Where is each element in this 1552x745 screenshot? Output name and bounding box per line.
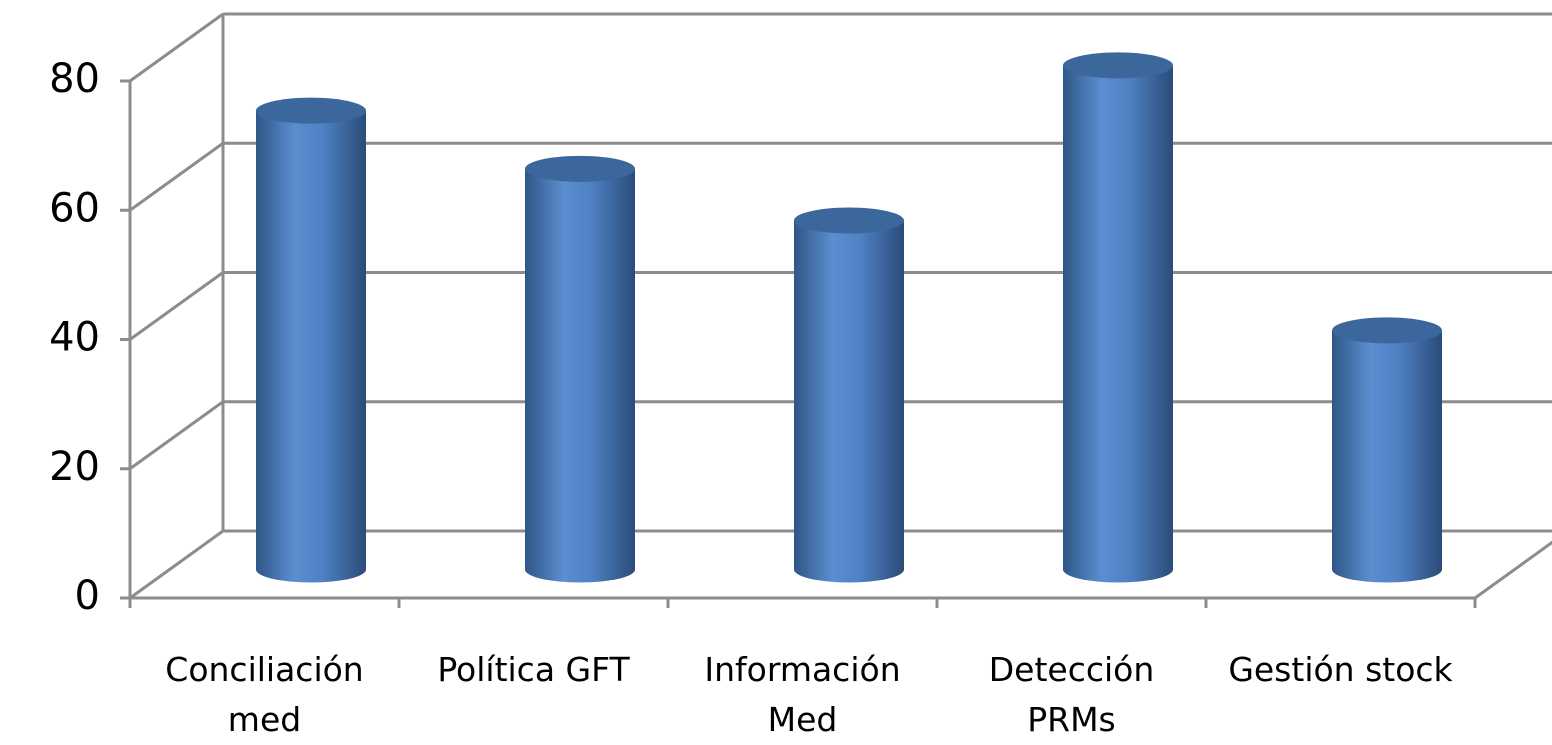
- y-tick-label: 0: [75, 573, 100, 619]
- y-tick-label: 40: [49, 315, 100, 361]
- bar: [256, 110, 366, 583]
- grid-line-side: [129, 142, 224, 212]
- bar-top: [794, 207, 904, 234]
- bar: [525, 168, 635, 583]
- x-tick-label: Información Med: [704, 650, 901, 739]
- bar: [794, 220, 904, 583]
- bar-top: [525, 155, 635, 182]
- grid-line-side: [129, 271, 224, 341]
- grid-line-side: [129, 529, 224, 600]
- bar-top: [1332, 317, 1442, 344]
- bar: [1063, 65, 1173, 583]
- y-tick-label: 60: [49, 185, 100, 231]
- y-tick-label: 20: [49, 444, 100, 490]
- grid-line-side: [129, 12, 224, 83]
- bar-top: [256, 97, 366, 124]
- x-tick-label: Conciliación med: [165, 650, 364, 739]
- x-tick-label: Detección PRMs: [988, 650, 1155, 739]
- bar-top: [1063, 52, 1173, 79]
- bar: [1332, 330, 1442, 583]
- x-tick-label: Política GFT: [437, 650, 630, 689]
- grid-line-side: [129, 400, 224, 470]
- y-tick-label: 80: [49, 56, 100, 102]
- x-tick-label: Gestión stock: [1228, 650, 1453, 689]
- floor-right-edge: [1474, 540, 1552, 600]
